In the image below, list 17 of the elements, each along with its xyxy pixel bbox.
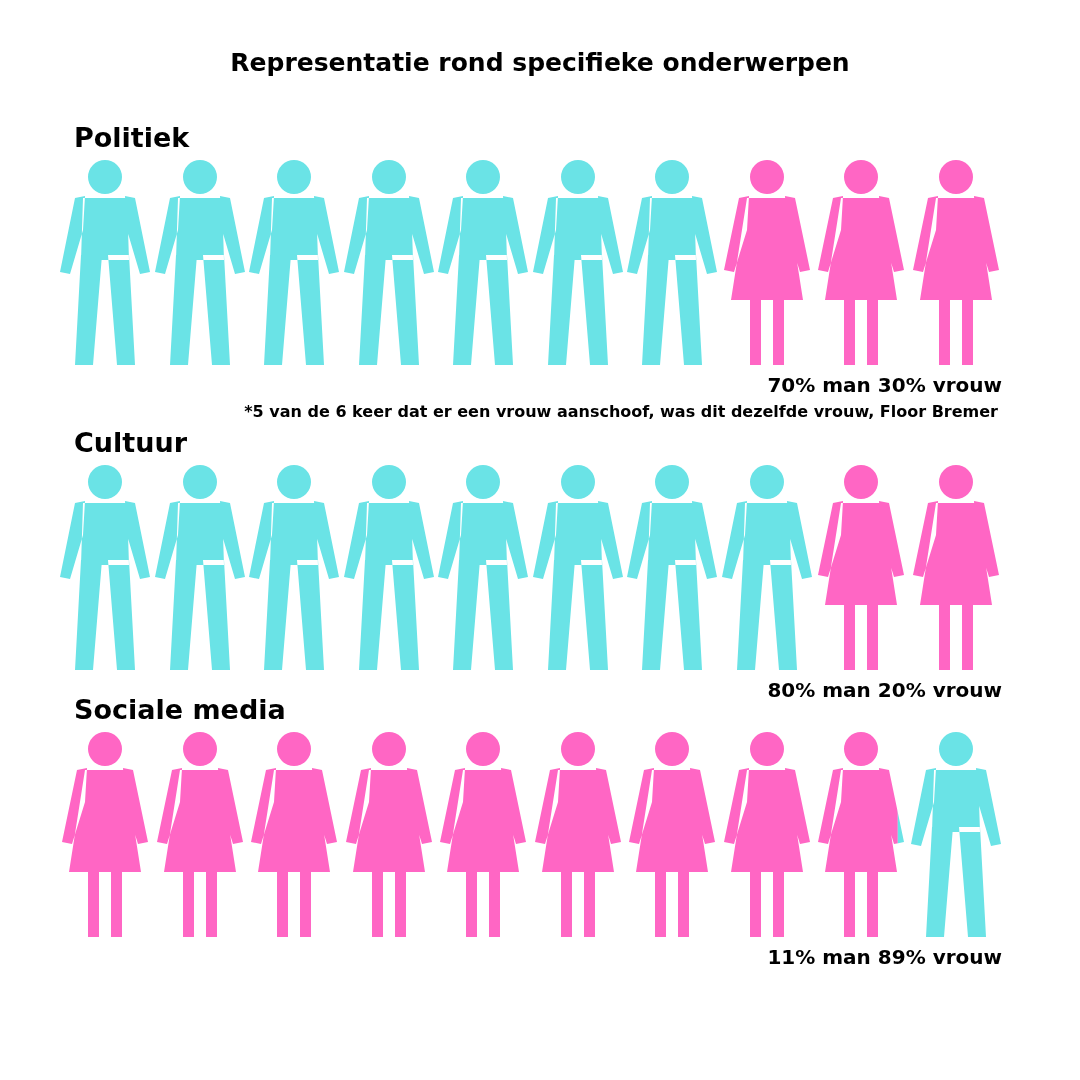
text: Cultuur bbox=[74, 426, 187, 460]
category-label: man bbox=[822, 373, 871, 397]
text: *5 van de 6 keer dat er een vrouw aanschoof, was dit dezelfde vrouw, Floor Bremer bbox=[244, 402, 998, 421]
category-label: vrouw bbox=[932, 373, 1002, 397]
data-label: 11% bbox=[767, 945, 816, 969]
category-label: man bbox=[822, 678, 871, 702]
category-label: vrouw bbox=[932, 678, 1002, 702]
category-label: man bbox=[822, 945, 871, 969]
data-label: 70% bbox=[767, 373, 816, 397]
data-label: 20% bbox=[877, 678, 926, 702]
category-label: vrouw bbox=[932, 945, 1002, 969]
text: Representatie rond specifieke onderwerpen bbox=[229, 48, 851, 77]
text: Politiek bbox=[74, 121, 190, 155]
data-label: 89% bbox=[877, 945, 926, 969]
text: Sociale media bbox=[74, 693, 286, 727]
data-label: 80% bbox=[767, 678, 816, 702]
data-label: 30% bbox=[877, 373, 926, 397]
